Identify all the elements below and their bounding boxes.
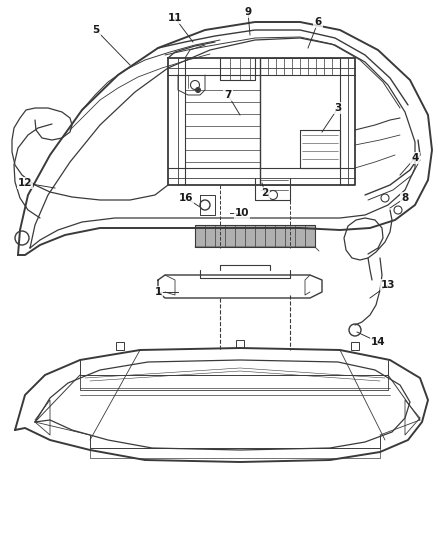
Text: 9: 9 xyxy=(244,7,251,17)
Text: 14: 14 xyxy=(371,337,385,347)
Text: 7: 7 xyxy=(224,90,232,100)
Bar xyxy=(195,225,315,247)
Bar xyxy=(116,342,124,350)
Text: 13: 13 xyxy=(381,280,395,290)
Text: 3: 3 xyxy=(334,103,342,113)
Text: 10: 10 xyxy=(235,208,249,218)
Text: 12: 12 xyxy=(18,178,32,188)
Text: 6: 6 xyxy=(314,17,321,27)
Bar xyxy=(236,340,244,348)
Circle shape xyxy=(195,87,201,93)
Bar xyxy=(351,342,359,350)
Text: 5: 5 xyxy=(92,25,99,35)
Text: 11: 11 xyxy=(168,13,182,23)
Text: 2: 2 xyxy=(261,188,268,198)
Text: 1: 1 xyxy=(154,287,162,297)
Text: 4: 4 xyxy=(411,153,419,163)
Text: 16: 16 xyxy=(179,193,193,203)
Text: 8: 8 xyxy=(401,193,409,203)
